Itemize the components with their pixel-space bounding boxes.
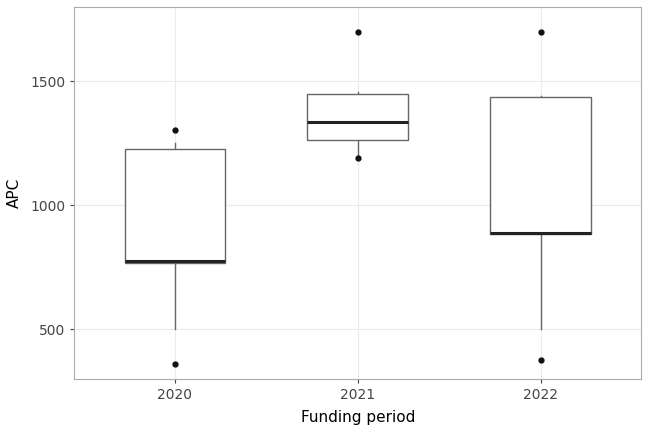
Bar (308, 94, 408, 140)
Bar (124, 149, 226, 263)
Y-axis label: APC: APC (7, 178, 22, 208)
X-axis label: Funding period: Funding period (301, 410, 415, 425)
Bar (491, 97, 591, 235)
